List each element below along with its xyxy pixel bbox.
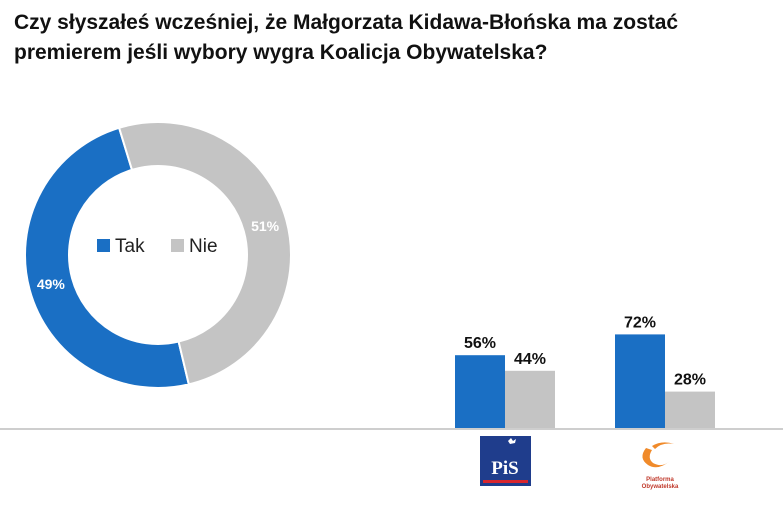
title-line-2: premierem jeśli wybory wygra Koalicja Ob… xyxy=(14,41,548,64)
bar-label-po-series-2: 28% xyxy=(674,372,706,389)
bar-label-pis-series-1: 56% xyxy=(464,335,496,352)
donut-slice-nie xyxy=(117,121,292,386)
po-logo-line1: Platforma xyxy=(646,477,674,483)
donut-legend: Tak Nie xyxy=(97,236,218,257)
bar-pis-series-1 xyxy=(455,355,505,428)
legend-swatch-tak xyxy=(97,239,110,252)
title-line-1: Czy słyszałeś wcześniej, że Małgorzata K… xyxy=(14,11,679,34)
bar-pis-series-2 xyxy=(505,370,555,428)
po-logo: Platforma Obywatelska xyxy=(642,442,679,490)
legend-label-tak: Tak xyxy=(115,236,145,257)
donut-label-tak: 49% xyxy=(37,276,66,292)
pis-eagle-icon xyxy=(508,438,516,444)
pis-logo-stripe xyxy=(483,480,528,483)
pis-logo: PiS xyxy=(480,436,531,486)
po-logo-swoosh-icon xyxy=(642,448,670,468)
donut-chart: 49% 51% xyxy=(24,121,292,389)
bar-label-pis-series-2: 44% xyxy=(514,351,546,368)
donut-slice-tak xyxy=(24,126,191,389)
donut-label-nie: 51% xyxy=(251,218,280,234)
po-logo-line2: Obywatelska xyxy=(642,484,679,490)
pis-logo-text: PiS xyxy=(491,458,518,479)
bar-label-po-series-1: 72% xyxy=(624,314,656,331)
po-logo-swoosh-top-icon xyxy=(652,442,674,449)
bar-po-series-2 xyxy=(665,391,715,428)
legend-swatch-nie xyxy=(171,239,184,252)
legend-label-nie: Nie xyxy=(189,236,218,257)
bar-po-series-1 xyxy=(615,334,665,428)
chart-title: Czy słyszałeś wcześniej, że Małgorzata K… xyxy=(14,8,774,68)
bar-chart: 56% 44% 72% 28% xyxy=(455,314,715,428)
pis-logo-background xyxy=(480,436,531,486)
